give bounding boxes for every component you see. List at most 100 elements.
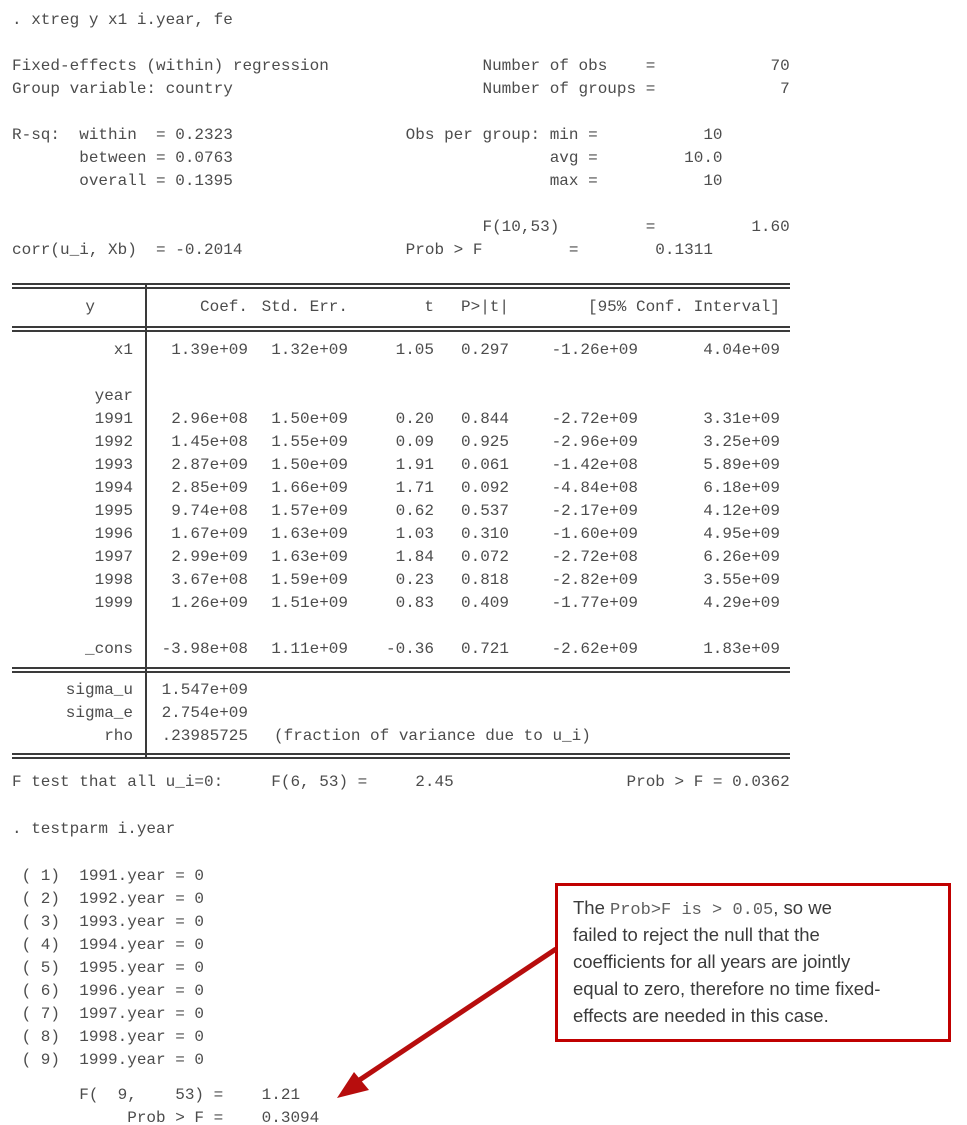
table-cell: 1.63e+09 — [271, 525, 348, 543]
table-cell: 0.09 — [395, 433, 434, 451]
table-cell: 1.55e+09 — [271, 433, 348, 451]
constraint-line: ( 6) 1996.year = 0 — [12, 982, 205, 1000]
table-cell: -2.17e+09 — [551, 502, 638, 520]
row-label — [12, 615, 133, 638]
table-cell: 0.061 — [460, 456, 509, 474]
table-row: 1993 2.87e+09 1.50e+09 1.91 0.061 -1.42e+08 5.… — [0, 454, 800, 477]
table-row — [0, 362, 800, 385]
table-cell: 1.51e+09 — [271, 594, 348, 612]
table-cell: 6.26e+09 — [703, 548, 780, 566]
constraint-line: ( 4) 1994.year = 0 — [12, 936, 205, 954]
table-rule-below-header — [12, 326, 790, 332]
table-cell: 2.99e+09 — [171, 548, 248, 566]
column-header-coef: Coef. — [199, 298, 248, 316]
table-cell: 0.092 — [460, 479, 509, 497]
table-row: 1995 9.74e+08 1.57e+09 0.62 0.537 -2.17e+09 4.… — [0, 500, 800, 523]
row-label: 1992 — [94, 433, 133, 451]
stat-row: rho .23985725 (fraction of variance due to… — [0, 725, 800, 748]
table-cell: -2.96e+09 — [551, 433, 638, 451]
column-header-pvalue: P>|t| — [460, 298, 509, 316]
stat-value: 2.754e+09 — [161, 704, 248, 722]
table-row: 1991 2.96e+08 1.50e+09 0.20 0.844 -2.72e+09 3.… — [0, 408, 800, 431]
constraint-line: ( 9) 1999.year = 0 — [12, 1051, 205, 1069]
row-label: 1993 — [94, 456, 133, 474]
row-label: year — [94, 387, 133, 405]
table-cell: 0.409 — [460, 594, 509, 612]
header-stat-line — [0, 101, 967, 124]
table-cell: 1.50e+09 — [271, 410, 348, 428]
table-header-row: y Coef. Std. Err. t P>|t| [95% Conf. Int… — [0, 289, 800, 326]
table-cell: 1.63e+09 — [271, 548, 348, 566]
table-rule-top — [12, 283, 790, 289]
table-cell: 3.55e+09 — [703, 571, 780, 589]
table-row: 1997 2.99e+09 1.63e+09 1.84 0.072 -2.72e+08 6.… — [0, 546, 800, 569]
table-rule-below-cons — [12, 667, 790, 673]
xtreg-command-line: . xtreg y x1 i.year, fe — [12, 11, 233, 29]
header-stat-line — [0, 193, 967, 216]
annotation-text: The — [573, 897, 611, 918]
row-label: rho — [104, 727, 133, 745]
table-cell: 2.85e+09 — [171, 479, 248, 497]
row-label: 1998 — [94, 571, 133, 589]
row-label — [12, 362, 133, 385]
header-stat-line: corr(u_i, Xb) = -0.2014 Prob > F = 0.131… — [12, 241, 713, 259]
f-test-line: F test that all u_i=0: F(6, 53) = 2.45 P… — [12, 773, 790, 791]
table-row: 1999 1.26e+09 1.51e+09 0.83 0.409 -1.77e+09 4.… — [0, 592, 800, 615]
table-cell: 3.67e+08 — [171, 571, 248, 589]
constraint-lines: ( 1) 1991.year = 0 ( 2) 1992.year = 0 ( … — [0, 865, 967, 1072]
table-cell: 1.32e+09 — [271, 341, 348, 359]
header-stat-line: between = 0.0763 avg = 10.0 — [12, 149, 723, 167]
row-label: 1999 — [94, 594, 133, 612]
stat-row: sigma_u 1.547e+09 — [0, 679, 800, 702]
table-cell: -1.60e+09 — [551, 525, 638, 543]
table-row: 1998 3.67e+08 1.59e+09 0.23 0.818 -2.82e+09 3.… — [0, 569, 800, 592]
table-cell: 0.23 — [395, 571, 434, 589]
table-cell: 0.83 — [395, 594, 434, 612]
table-cell: 0.721 — [460, 640, 509, 658]
testparm-command-line: . testparm i.year — [12, 820, 176, 838]
table-cell: 0.310 — [460, 525, 509, 543]
header-stat-line: Fixed-effects (within) regression Number… — [12, 57, 790, 75]
variance-stats-rows: sigma_u 1.547e+09 sigma_e 2.754e+09 rho .2398… — [0, 673, 800, 753]
annotation-line-1: The Prob>F is > 0.05, so we — [573, 894, 942, 921]
table-cell: 1.83e+09 — [703, 640, 780, 658]
annotation-line-4: equal to zero, therefore no time fixed- — [573, 978, 881, 999]
table-cell: 1.50e+09 — [271, 456, 348, 474]
table-cell: -4.84e+08 — [551, 479, 638, 497]
table-cell: 1.05 — [395, 341, 434, 359]
row-label: x1 — [113, 341, 133, 359]
table-cell: -1.42e+08 — [551, 456, 638, 474]
table-rule-bottom — [12, 753, 790, 759]
row-label: 1997 — [94, 548, 133, 566]
table-cell: 0.818 — [460, 571, 509, 589]
testparm-result-line: Prob > F = 0.3094 — [12, 1109, 320, 1125]
table-cell: -3.98e+08 — [161, 640, 248, 658]
table-cell: -2.82e+09 — [551, 571, 638, 589]
constraint-line: ( 3) 1993.year = 0 — [12, 913, 205, 931]
header-stat-line: Group variable: country Number of groups… — [12, 80, 790, 98]
table-cell: 1.59e+09 — [271, 571, 348, 589]
table-cell: 0.20 — [395, 410, 434, 428]
table-cell: 2.87e+09 — [171, 456, 248, 474]
table-cell: 1.11e+09 — [271, 640, 348, 658]
table-cell: 0.925 — [460, 433, 509, 451]
table-cell: 0.844 — [460, 410, 509, 428]
header-stat-line: F(10,53) = 1.60 — [12, 218, 790, 236]
column-header-t: t — [424, 298, 434, 316]
regression-table: y Coef. Std. Err. t P>|t| [95% Conf. Int… — [0, 283, 800, 759]
table-cell: 1.39e+09 — [171, 341, 248, 359]
header-stats-lines: Fixed-effects (within) regression Number… — [0, 55, 967, 262]
table-cell: 1.91 — [395, 456, 434, 474]
table-cell: 1.03 — [395, 525, 434, 543]
annotation-box: The Prob>F is > 0.05, so we failed to re… — [555, 883, 951, 1042]
table-cell: 4.04e+09 — [703, 341, 780, 359]
table-cell: 4.29e+09 — [703, 594, 780, 612]
table-cell: 0.62 — [395, 502, 434, 520]
annotation-line-3: coefficients for all years are jointly — [573, 951, 851, 972]
table-cell: 1.84 — [395, 548, 434, 566]
constraint-line: ( 7) 1997.year = 0 — [12, 1005, 205, 1023]
table-row: year — [0, 385, 800, 408]
annotation-text: , so we — [773, 897, 832, 918]
depvar-label: y — [85, 298, 95, 316]
